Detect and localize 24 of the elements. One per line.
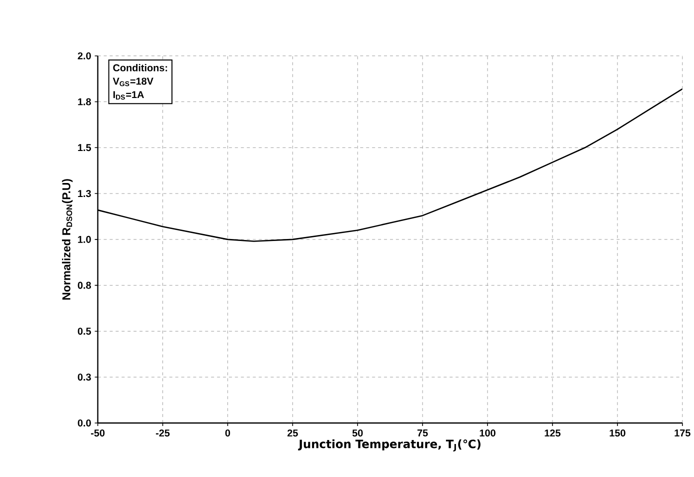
y-tick-label: 1.5 [78, 144, 92, 152]
x-tick-label: -25 [156, 430, 170, 437]
x-tick-label: 150 [610, 430, 626, 437]
y-tick-label: 0.5 [78, 328, 92, 335]
y-tick-label: 0.0 [78, 420, 91, 427]
x-tick-label: 125 [544, 430, 560, 437]
y-tick-label: 1.8 [78, 98, 91, 106]
annotation: V$_{GS}$=18V [112, 78, 154, 86]
x-tick-label: 50 [352, 430, 363, 437]
x-axis-title: Junction Temperature, T$_{J}$(℃) [298, 439, 480, 452]
y-tick-label: 0.3 [78, 374, 91, 381]
y-tick-label: 2.0 [78, 52, 91, 60]
x-tick-label: 25 [287, 430, 298, 437]
y-axis-title: Normalized R$_{DSON}$(P.U) [62, 179, 73, 300]
annotation: I$_{DS}$=1A [113, 91, 144, 100]
y-tick-label: 1.3 [78, 190, 91, 198]
x-tick-label: 75 [417, 430, 428, 436]
x-tick-label: 175 [674, 430, 690, 436]
x-tick-label: 0 [225, 430, 230, 437]
y-tick-label: 0.8 [78, 282, 91, 289]
x-tick-label: -50 [90, 430, 105, 437]
x-tick-label: 100 [480, 430, 496, 437]
y-tick-label: 1.0 [78, 236, 91, 244]
annotation: Conditions: [113, 64, 168, 72]
